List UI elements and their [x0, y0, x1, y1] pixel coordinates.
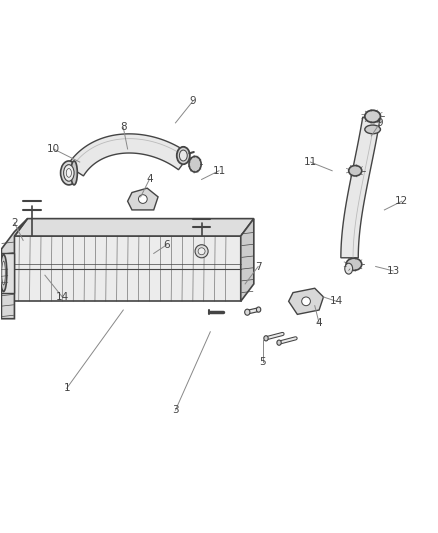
Circle shape — [138, 195, 147, 204]
Ellipse shape — [60, 161, 77, 185]
Ellipse shape — [189, 156, 201, 172]
Circle shape — [195, 245, 208, 258]
Text: 6: 6 — [163, 240, 170, 250]
Text: 11: 11 — [304, 157, 317, 167]
Ellipse shape — [2, 261, 5, 285]
Text: 8: 8 — [120, 122, 127, 132]
Ellipse shape — [180, 150, 187, 161]
Circle shape — [198, 248, 205, 255]
Text: 7: 7 — [255, 262, 261, 271]
Ellipse shape — [177, 147, 190, 164]
Circle shape — [302, 297, 311, 305]
Ellipse shape — [71, 161, 78, 185]
Text: 9: 9 — [377, 118, 383, 128]
Text: 9: 9 — [190, 96, 196, 106]
Text: 10: 10 — [47, 144, 60, 154]
Ellipse shape — [345, 263, 353, 274]
Ellipse shape — [365, 125, 381, 134]
Ellipse shape — [264, 336, 268, 341]
Ellipse shape — [66, 168, 71, 177]
Polygon shape — [289, 288, 323, 314]
Polygon shape — [14, 236, 241, 301]
Ellipse shape — [277, 340, 281, 345]
Text: 14: 14 — [56, 292, 69, 302]
Text: 4: 4 — [316, 318, 322, 328]
Ellipse shape — [256, 307, 261, 312]
Polygon shape — [241, 219, 254, 301]
Text: 1: 1 — [64, 383, 70, 393]
Polygon shape — [67, 134, 190, 176]
Text: 4: 4 — [146, 174, 153, 184]
Ellipse shape — [349, 166, 362, 176]
Ellipse shape — [64, 165, 74, 181]
Polygon shape — [14, 219, 254, 236]
Text: 2: 2 — [11, 218, 18, 228]
Text: 5: 5 — [259, 357, 266, 367]
Text: 3: 3 — [172, 405, 179, 415]
Polygon shape — [1, 219, 28, 319]
Ellipse shape — [365, 110, 381, 123]
Text: 13: 13 — [386, 266, 400, 276]
Ellipse shape — [346, 258, 362, 270]
Polygon shape — [341, 117, 380, 258]
Polygon shape — [127, 188, 158, 210]
Text: 12: 12 — [395, 196, 408, 206]
Polygon shape — [1, 254, 14, 293]
Text: 14: 14 — [330, 296, 343, 306]
Ellipse shape — [0, 255, 7, 292]
Text: 11: 11 — [212, 166, 226, 176]
Ellipse shape — [245, 309, 250, 315]
